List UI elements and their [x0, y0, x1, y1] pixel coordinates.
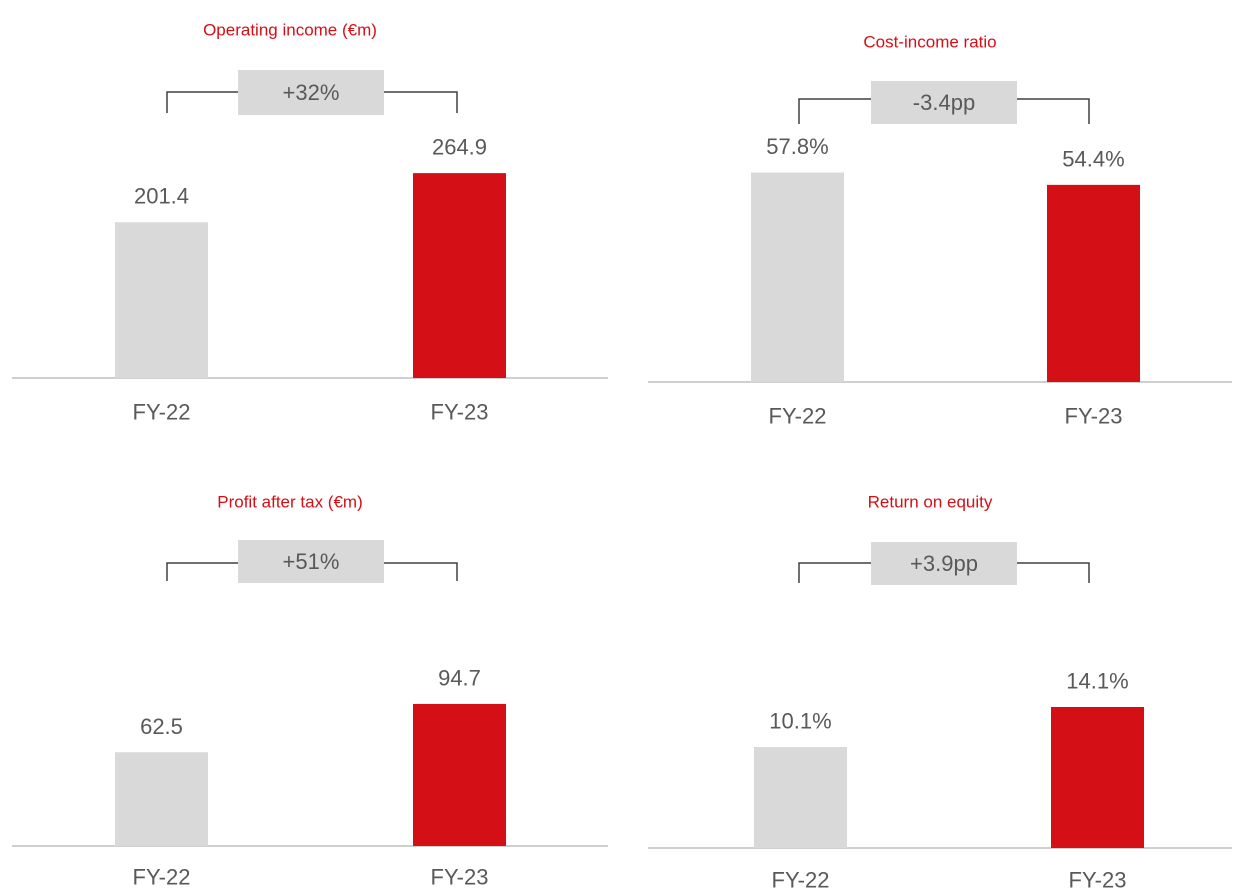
- chart-title: Profit after tax (€m): [217, 493, 362, 512]
- change-box: [871, 542, 1017, 585]
- category-label: FY-22: [133, 400, 191, 425]
- change-bracket-left: [166, 91, 238, 113]
- bar-fy-22: [754, 747, 847, 848]
- chart-title: Operating income (€m): [203, 21, 377, 40]
- bar-fy-23: [413, 703, 506, 846]
- data-label: 201.4: [134, 184, 189, 209]
- category-label: FY-23: [1069, 868, 1127, 889]
- change-box: [238, 540, 384, 583]
- data-label: 57.8%: [766, 134, 828, 159]
- change-box: [871, 81, 1017, 124]
- data-label: 10.1%: [769, 709, 831, 734]
- data-label: 54.4%: [1062, 146, 1124, 171]
- data-label: 94.7: [438, 665, 481, 690]
- change-box: [238, 70, 384, 115]
- change-bracket-right: [384, 562, 458, 581]
- change-label: -3.4pp: [913, 90, 975, 115]
- data-label: 62.5: [140, 714, 183, 739]
- category-label: FY-22: [769, 404, 827, 429]
- data-label: 264.9: [432, 135, 487, 160]
- change-bracket-left: [798, 562, 871, 583]
- change-bracket-right: [1017, 98, 1090, 124]
- chart-title: Return on equity: [868, 493, 993, 512]
- category-label: FY-23: [431, 400, 489, 425]
- change-label: +32%: [283, 80, 340, 105]
- change-label: +51%: [283, 549, 340, 574]
- bar-fy-22: [115, 752, 208, 846]
- data-label: 14.1%: [1066, 669, 1128, 694]
- change-label: +3.9pp: [910, 551, 978, 576]
- change-bracket-left: [798, 98, 871, 124]
- change-bracket-right: [384, 91, 458, 113]
- bar-fy-22: [115, 222, 208, 378]
- bar-fy-23: [413, 173, 506, 378]
- bar-fy-23: [1051, 707, 1144, 848]
- change-bracket-right: [1017, 562, 1090, 583]
- change-bracket-left: [166, 562, 238, 581]
- category-label: FY-23: [431, 865, 489, 889]
- category-label: FY-23: [1065, 404, 1123, 429]
- chart-title: Cost-income ratio: [863, 33, 996, 52]
- bar-fy-22: [751, 172, 844, 382]
- bar-fy-23: [1047, 184, 1140, 382]
- category-label: FY-22: [772, 868, 830, 889]
- category-label: FY-22: [133, 865, 191, 889]
